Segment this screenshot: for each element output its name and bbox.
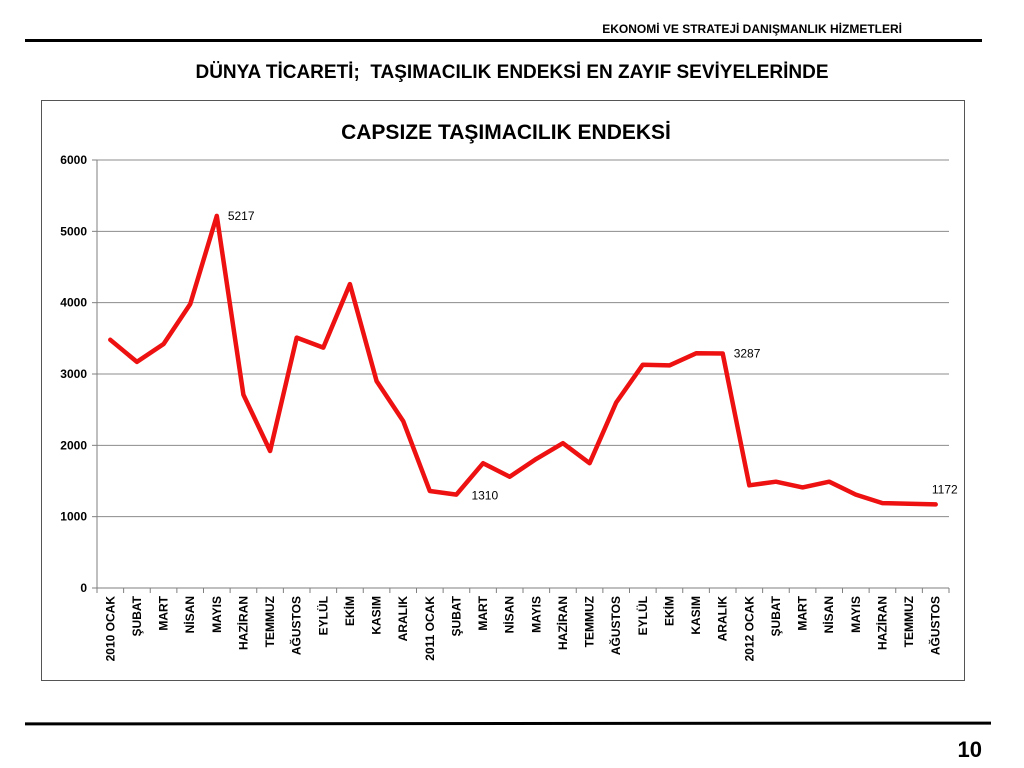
chart-frame: CAPSIZE TAŞIMACILIK ENDEKSİ 0 1000 2000 300…: [41, 100, 965, 681]
x-tick-label: NİSAN: [821, 596, 836, 633]
x-tick-label: EKİM: [342, 596, 357, 626]
y-tick-label: 0: [80, 581, 87, 595]
x-tick-label: HAZİRAN: [235, 596, 250, 650]
series: [108, 213, 938, 507]
axes: [92, 159, 950, 593]
footer-rule: [24, 721, 992, 726]
y-tick-label: 1000: [60, 510, 87, 524]
page-number: 10: [957, 737, 982, 762]
x-tick-label: MART: [157, 595, 171, 630]
x-tick-label: 2011 OCAK: [423, 596, 437, 661]
x-tick-label: HAZİRAN: [874, 596, 889, 650]
x-tick-label: ARALIK: [716, 596, 730, 642]
y-tick-label: 2000: [60, 438, 87, 452]
x-tick-label: MAYIS: [210, 596, 224, 633]
x-tick-label: ŞUBAT: [449, 595, 463, 636]
x-tick-label: NİSAN: [182, 596, 197, 633]
data-label: 5217: [228, 209, 255, 223]
data-labels: 5217 1310 3287 1172: [228, 209, 958, 503]
chart-title: CAPSIZE TAŞIMACILIK ENDEKSİ: [341, 121, 671, 144]
x-tick-label: MART: [476, 595, 490, 630]
x-tick-label: EYLÜL: [315, 596, 330, 635]
x-tick-label: ŞUBAT: [130, 595, 144, 636]
y-tick-labels: 0 1000 2000 3000 4000 5000 6000: [60, 153, 87, 595]
y-tick-label: 6000: [60, 153, 87, 167]
x-tick-labels: 2010 OCAK ŞUBAT MART NİSAN MAYIS HAZİRAN TEMMU…: [103, 595, 942, 661]
y-tick-label: 4000: [60, 296, 87, 310]
y-tick-label: 5000: [60, 224, 87, 238]
x-tick-label: TEMMUZ: [263, 596, 277, 647]
line-chart: CAPSIZE TAŞIMACILIK ENDEKSİ 0 1000 2000 300…: [60, 121, 958, 661]
x-tick-label: MAYIS: [849, 596, 863, 633]
x-tick-label: HAZİRAN: [555, 596, 570, 650]
y-tick-label: 3000: [60, 367, 87, 381]
x-tick-label: AĞUSTOS: [928, 596, 943, 655]
x-tick-label: 2012 OCAK: [742, 596, 756, 662]
x-tick-label: KASIM: [689, 596, 703, 635]
x-tick-label: AĞUSTOS: [608, 596, 623, 655]
x-tick-label: EYLÜL: [635, 596, 650, 635]
x-tick-label: AĞUSTOS: [289, 596, 304, 655]
data-label: 3287: [734, 347, 761, 361]
x-tick-label: TEMMUZ: [902, 596, 916, 647]
x-tick-label: NİSAN: [502, 596, 517, 633]
gridlines: [97, 159, 949, 518]
data-label: 1172: [932, 482, 958, 496]
org-name: EKONOMİ VE STRATEJİ DANIŞMANLIK HİZMETLE…: [602, 22, 902, 36]
x-tick-label: ARALIK: [396, 596, 410, 642]
x-tick-label: EKİM: [661, 596, 676, 626]
data-label: 1310: [471, 489, 498, 503]
slide-title: DÜNYA TİCARETİ; TAŞIMACILIK ENDEKSİ EN Z…: [195, 62, 829, 83]
x-tick-label: TEMMUZ: [583, 596, 597, 647]
x-tick-label: MART: [796, 595, 810, 630]
x-tick-label: KASIM: [370, 596, 384, 635]
x-tick-label: ŞUBAT: [769, 595, 783, 636]
x-tick-label: 2010 OCAK: [103, 596, 117, 662]
header-rule: [25, 39, 982, 42]
series-line: [108, 213, 938, 507]
x-tick-label: MAYIS: [529, 596, 543, 633]
